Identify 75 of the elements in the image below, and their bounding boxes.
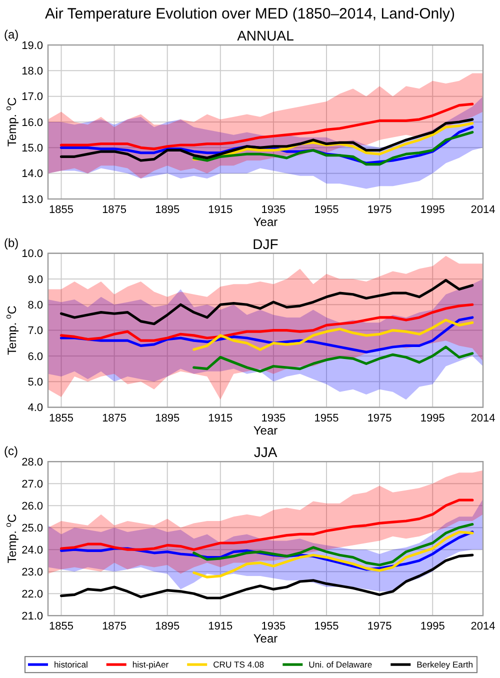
x-tick-label: 1855 [49,412,74,424]
y-tick-label: 5.0 [28,376,43,388]
x-tick-label: 1895 [155,412,180,424]
y-tick-label: 9.0 [28,274,43,286]
x-tick-label: 1915 [208,204,233,216]
x-axis-title: Year [253,632,278,646]
x-tick-label: 1995 [420,620,445,633]
line-series [192,523,474,566]
y-tick-label: 18.0 [22,66,43,78]
x-tick-label: 1995 [420,412,445,424]
line-series [60,102,474,150]
x-tick-label: 1955 [314,620,339,633]
y-tick-label: 10.0 [22,248,43,260]
chart-title: JJA [254,444,278,460]
legend-label: historical [54,660,88,670]
y-tick-label: 28.0 [22,456,43,468]
line-series [60,118,474,162]
x-tick-label: 1975 [367,204,392,216]
chart-title: DJF [252,236,278,252]
x-tick-label: 1895 [155,204,180,216]
x-tick-label: 1895 [155,620,180,633]
y-tick-label: 13.0 [22,194,43,206]
line-series [60,498,474,551]
x-tick-label: 1995 [420,204,445,216]
y-tick-label: 14.0 [22,168,43,180]
x-tick-label: 1935 [261,620,286,633]
x-tick-label: 1975 [367,412,392,424]
x-axis-title: Year [253,423,278,438]
legend-label: Uni. of Delaware [308,660,372,670]
chart-title: Air Temperature Evolution over MED (1850–2014, Land-Only) [45,6,455,22]
x-tick-label: 1935 [261,412,286,424]
x-tick-label: 2014 [470,204,496,216]
line-series [192,318,474,351]
text: (a) [4,28,19,42]
y-tick-label: 25.0 [22,522,43,534]
x-tick-label: 1955 [314,412,339,424]
x-tick-label: 1855 [49,620,74,633]
x-tick-label: 1935 [261,204,286,216]
line-series [60,554,474,600]
y-tick-label: 26.0 [22,500,43,512]
x-tick-label: 1955 [314,204,339,216]
y-tick-label: 7.0 [28,325,43,338]
line-series [192,530,474,578]
y-tick-label: 6.0 [28,350,43,363]
x-tick-label: 2014 [470,620,496,633]
text: (c) [4,444,18,458]
y-tick-label: 17.0 [22,91,43,104]
legend-label: hist-piAer [132,660,169,670]
x-tick-label: 1855 [49,204,74,216]
y-tick-label: 16.0 [22,116,43,129]
x-tick-label: 1975 [367,620,392,633]
y-tick-label: 23.0 [22,566,43,578]
x-tick-label: 1875 [102,204,127,216]
x-tick-label: 2014 [470,412,496,424]
legend-label: Berkeley Earth [416,660,474,670]
y-tick-label: 27.0 [22,478,43,490]
legend-label: CRU TS 4.08 [213,660,264,670]
y-tick-label: 24.0 [22,544,43,556]
x-tick-label: 1875 [102,412,127,424]
x-tick-label: 1915 [208,620,233,633]
x-axis-title: Year [253,215,278,229]
line-series [192,130,474,166]
text: (b) [4,236,19,250]
y-tick-label: 8.0 [28,299,43,312]
x-tick-label: 1875 [102,620,127,633]
y-tick-label: 19.0 [22,40,43,52]
y-tick-label: 21.0 [22,610,43,622]
y-tick-label: 4.0 [28,402,43,414]
line-series [60,303,474,342]
line-series [192,346,474,373]
chart-subtitle: ANNUAL [237,28,294,44]
y-tick-label: 15.0 [22,142,43,155]
y-tick-label: 22.0 [22,588,43,600]
line-series [60,278,474,326]
x-tick-label: 1915 [208,412,233,424]
